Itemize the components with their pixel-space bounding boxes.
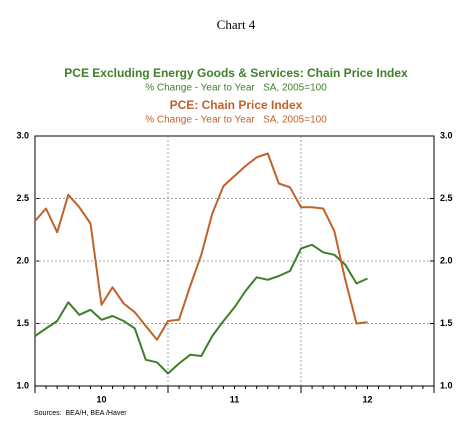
series-subtitle: % Change - Year to Year SA, 2005=100 [145,83,327,94]
y2-tick-label: 2.5 [440,193,453,203]
y-tick-label: 2.5 [16,193,29,203]
y2-tick-label: 1.5 [440,318,453,328]
source-note: Sources: BEA/H, BEA /Haver [34,410,127,417]
y2-tick-label: 1.0 [440,380,453,390]
x-tick-label: 12 [362,394,372,404]
y2-tick-label: 3.0 [440,130,453,140]
x-tick-label: 10 [96,394,106,404]
series-title: PCE: Chain Price Index [170,98,303,112]
chart-title: Chart 4 [217,17,256,32]
y2-tick-label: 2.0 [440,255,453,265]
series-subtitle: % Change - Year to Year SA, 2005=100 [145,115,327,126]
series-line [34,152,368,341]
x-tick-label: 11 [230,394,240,404]
y-tick-label: 2.0 [16,255,29,265]
y-tick-label: 1.5 [16,318,29,328]
y-tick-label: 3.0 [16,130,29,140]
series-line [34,243,368,375]
series-title: PCE Excluding Energy Goods & Services: C… [64,66,408,80]
y-tick-label: 1.0 [16,380,29,390]
